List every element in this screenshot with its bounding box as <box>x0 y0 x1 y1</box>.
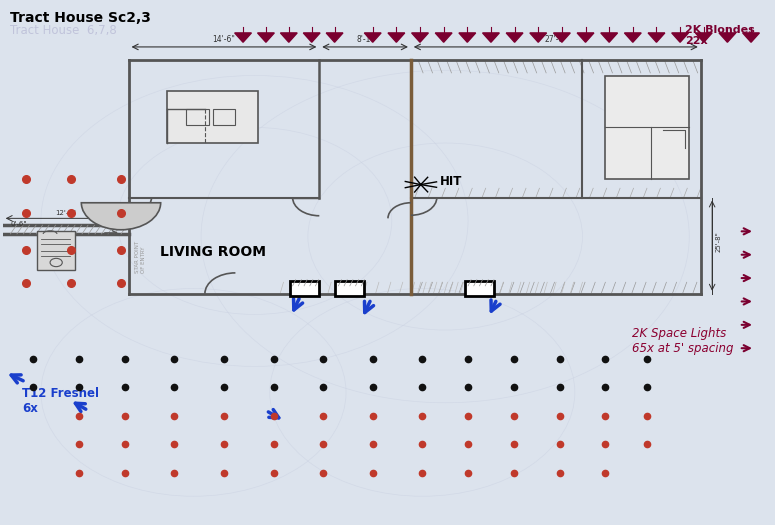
Wedge shape <box>81 203 160 230</box>
Polygon shape <box>695 33 712 42</box>
Polygon shape <box>577 33 594 42</box>
Polygon shape <box>303 33 320 42</box>
Polygon shape <box>388 33 405 42</box>
Bar <box>186 109 208 125</box>
Polygon shape <box>506 33 523 42</box>
Polygon shape <box>483 33 499 42</box>
Polygon shape <box>459 33 476 42</box>
Polygon shape <box>281 33 297 42</box>
Bar <box>212 109 236 125</box>
Text: 14'-6": 14'-6" <box>212 35 236 44</box>
Polygon shape <box>719 33 735 42</box>
Polygon shape <box>742 33 760 42</box>
Bar <box>290 281 319 296</box>
Text: T12 Fresnel
6x: T12 Fresnel 6x <box>22 387 99 415</box>
Bar <box>37 232 75 270</box>
Text: 27'-8": 27'-8" <box>544 35 567 44</box>
Bar <box>167 91 258 143</box>
Polygon shape <box>235 33 251 42</box>
Text: HIT: HIT <box>440 175 462 188</box>
Polygon shape <box>436 33 452 42</box>
Text: 25'-8": 25'-8" <box>716 232 722 252</box>
Polygon shape <box>257 33 274 42</box>
Text: 8'-1": 8'-1" <box>356 35 374 44</box>
Polygon shape <box>648 33 665 42</box>
Bar <box>336 281 364 296</box>
Polygon shape <box>553 33 570 42</box>
Polygon shape <box>326 33 343 42</box>
Text: 2K Space Lights
65x at 5' spacing: 2K Space Lights 65x at 5' spacing <box>632 328 734 355</box>
Text: 12'-0": 12'-0" <box>55 210 76 216</box>
Text: STAR POINT
OF ENTRY: STAR POINT OF ENTRY <box>135 242 146 274</box>
Text: Tract House  6,7,8: Tract House 6,7,8 <box>10 24 117 37</box>
Bar <box>605 76 689 180</box>
Text: LIVING ROOM: LIVING ROOM <box>160 245 266 259</box>
Text: 0'-6": 0'-6" <box>10 220 27 227</box>
Polygon shape <box>364 33 381 42</box>
Polygon shape <box>412 33 429 42</box>
Polygon shape <box>601 33 618 42</box>
Polygon shape <box>625 33 641 42</box>
Polygon shape <box>530 33 546 42</box>
Text: Tract House Sc2,3: Tract House Sc2,3 <box>10 10 151 25</box>
Bar <box>465 281 494 296</box>
Text: 2K Blondes
22x: 2K Blondes 22x <box>685 25 755 46</box>
Polygon shape <box>672 33 688 42</box>
